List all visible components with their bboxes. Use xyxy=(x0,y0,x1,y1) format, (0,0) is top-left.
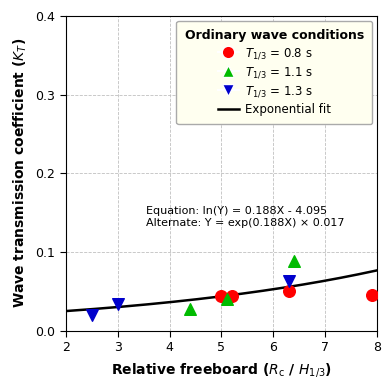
Legend: $T_{1/3}$ = 0.8 s, $T_{1/3}$ = 1.1 s, $T_{1/3}$ = 1.3 s, Exponential fit: $T_{1/3}$ = 0.8 s, $T_{1/3}$ = 1.1 s, $T… xyxy=(176,21,372,124)
Point xyxy=(223,296,230,302)
Text: Equation: ln(Y) = 0.188X - 4.095
Alternate: Y = exp(0.188X) × 0.017: Equation: ln(Y) = 0.188X - 4.095 Alterna… xyxy=(146,206,345,228)
Point xyxy=(89,312,95,318)
Point xyxy=(368,292,375,298)
Point xyxy=(218,293,225,299)
Point xyxy=(114,301,121,307)
Point xyxy=(291,258,297,264)
Point xyxy=(286,278,292,284)
Point xyxy=(229,293,235,299)
Point xyxy=(187,305,193,312)
Y-axis label: Wave transmission coefficient ($K_T$): Wave transmission coefficient ($K_T$) xyxy=(11,38,29,308)
X-axis label: Relative freeboard ($R_\mathrm{c}$ / $H_{1/3}$): Relative freeboard ($R_\mathrm{c}$ / $H_… xyxy=(111,361,332,379)
Point xyxy=(286,288,292,294)
